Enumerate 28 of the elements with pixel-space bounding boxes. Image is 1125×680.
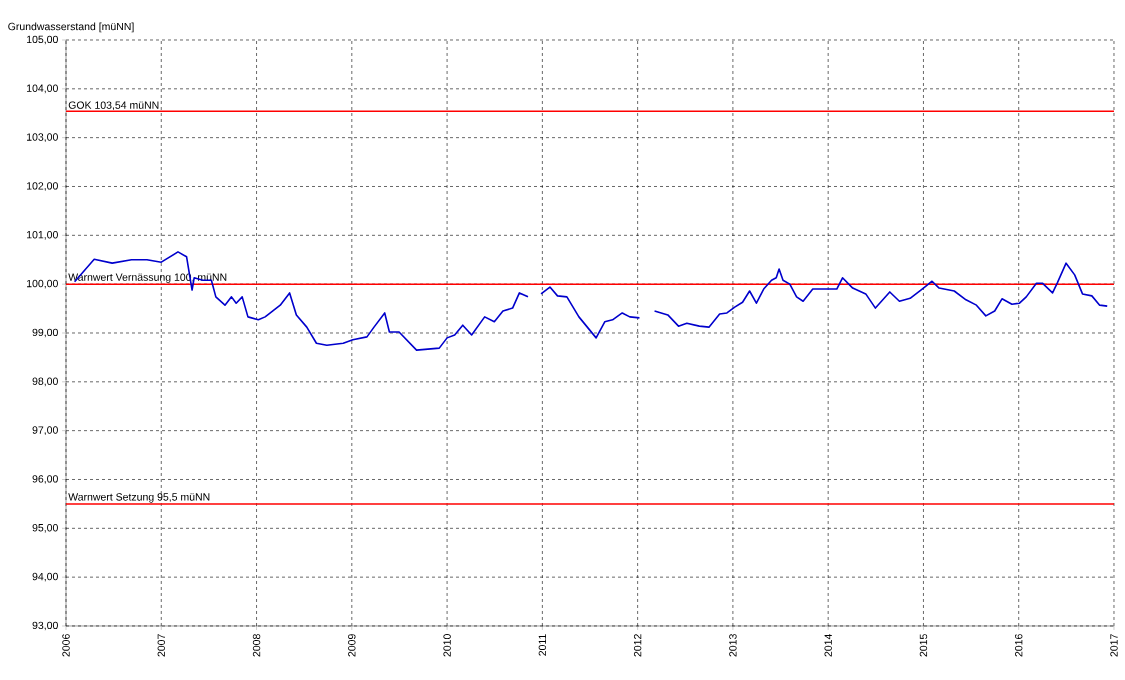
- y-tick-label: 105,00: [27, 35, 58, 45]
- y-tick-label: 93,00: [32, 621, 58, 631]
- y-tick-label: 101,00: [27, 230, 58, 240]
- x-tick-label: 2013: [729, 634, 737, 657]
- x-tick-label: 2014: [824, 634, 832, 657]
- x-tick-label: 2016: [1015, 634, 1023, 657]
- y-tick-label: 97,00: [32, 426, 58, 435]
- x-tick-label: 2015: [919, 634, 928, 657]
- y-tick-label: 98,00: [32, 377, 58, 387]
- x-tick-label: 2011: [538, 634, 547, 656]
- x-tick-label: 2008: [252, 634, 261, 657]
- y-axis-title: Grundwasserstand [müNN]: [8, 22, 134, 33]
- y-tick-label: 104,00: [27, 84, 58, 94]
- ref-line-label: GOK 103,54 müNN: [68, 101, 159, 111]
- y-tick-label: 96,00: [32, 475, 58, 484]
- x-tick-label: 2006: [62, 634, 70, 657]
- y-tick-label: 103,00: [27, 133, 58, 142]
- x-tick-label: 2009: [348, 634, 356, 657]
- ref-line-label: Warnwert Setzung 95,5 müNN: [68, 493, 210, 503]
- y-tick-label: 99,00: [32, 328, 58, 338]
- x-tick-label: 2007: [157, 634, 165, 657]
- x-tick-label: 2012: [633, 634, 642, 657]
- x-tick-label: 2010: [443, 634, 451, 657]
- y-tick-label: 102,00: [27, 182, 58, 191]
- y-tick-label: 94,00: [32, 572, 58, 582]
- y-tick-label: 100,00: [27, 279, 58, 289]
- x-tick-label: 2017: [1110, 634, 1118, 657]
- y-tick-label: 95,00: [32, 523, 58, 533]
